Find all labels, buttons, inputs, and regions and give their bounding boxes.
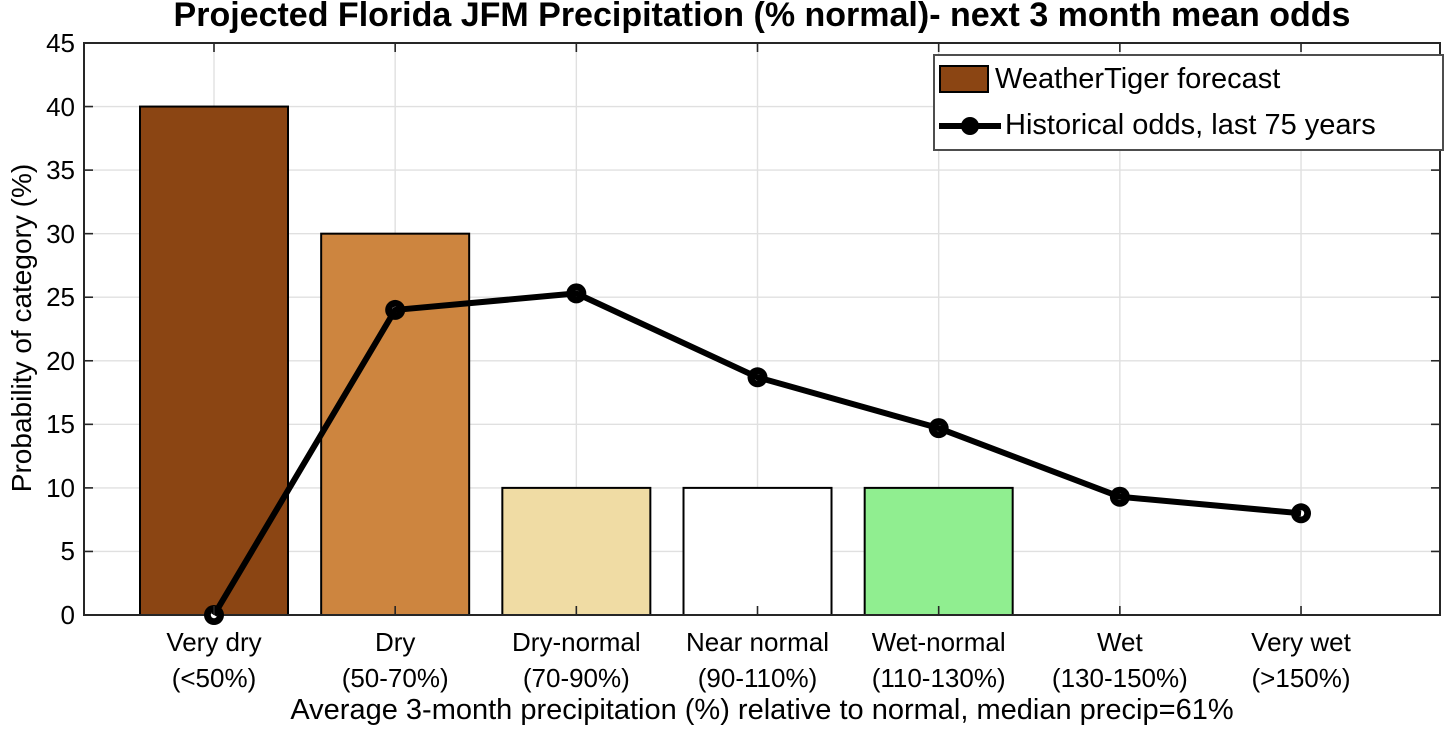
legend-label-forecast: WeatherTiger forecast <box>995 62 1281 95</box>
bar-dry <box>320 232 471 617</box>
xtick-category-name: Near normal <box>685 627 830 657</box>
legend-label-historical: Historical odds, last 75 years <box>1005 109 1376 142</box>
xtick-category-range: (>150%) <box>1251 663 1351 693</box>
xtick-category-name: Wet <box>1096 627 1143 657</box>
xtick-label-wet: Wet (130-150%) <box>1005 624 1235 696</box>
ytick-label-40: 40 <box>46 91 75 122</box>
legend-entry-historical: Historical odds, last 75 years <box>935 103 1442 150</box>
historical-line <box>211 290 1302 617</box>
xtick-label-very-wet: Very wet (>150%) <box>1186 624 1416 696</box>
xtick-category-range: (130-150%) <box>1051 663 1188 693</box>
bar-dry-normal <box>501 486 652 616</box>
legend-entry-forecast: WeatherTiger forecast <box>935 56 1442 103</box>
xtick-category-name: Wet-normal <box>871 627 1006 657</box>
xtick-label-dry: Dry (50-70%) <box>280 624 510 696</box>
chart-title: Projected Florida JFM Precipitation (% n… <box>173 0 1351 34</box>
xtick-category-range: (90-110%) <box>697 663 818 693</box>
xtick-label-near-normal: Near normal (90-110%) <box>643 624 873 696</box>
x-axis-label: Average 3-month precipitation (%) relati… <box>290 694 1234 726</box>
xtick-category-name: Dry-normal <box>512 627 641 657</box>
ytick-label-45: 45 <box>46 28 75 58</box>
ytick-label-20: 20 <box>46 345 75 376</box>
legend-bar-swatch <box>939 65 989 94</box>
ytick-label-5: 5 <box>60 536 75 567</box>
legend-marker-icon <box>961 116 979 135</box>
xtick-label-very-dry: Very dry (<50%) <box>99 624 329 696</box>
xtick-label-dry-normal: Dry-normal (70-90%) <box>461 624 691 696</box>
bar-near-normal <box>682 486 833 616</box>
ytick-label-10: 10 <box>46 472 75 503</box>
ytick-label-30: 30 <box>46 218 75 249</box>
xtick-category-name: Very dry <box>166 627 262 657</box>
ytick-label-25: 25 <box>46 282 75 313</box>
xtick-category-range: (70-90%) <box>522 663 630 693</box>
ytick-label-0: 0 <box>60 600 75 630</box>
axes-box <box>83 42 1441 616</box>
xtick-category-range: (110-130%) <box>871 663 1006 693</box>
legend-line-marker-swatch <box>939 112 1001 140</box>
ytick-label-35: 35 <box>46 155 75 186</box>
xtick-category-range: (50-70%) <box>341 663 449 693</box>
y-axis-label: Probability of category (%) <box>6 163 37 493</box>
bar-very-dry <box>139 105 289 617</box>
bar-wet-normal <box>863 486 1014 616</box>
ytick-label-15: 15 <box>46 409 75 440</box>
xtick-category-range: (<50%) <box>171 663 257 693</box>
xtick-category-name: Very wet <box>1251 627 1351 657</box>
xtick-label-wet-normal: Wet-normal (110-130%) <box>824 624 1054 696</box>
xtick-category-name: Dry <box>374 627 416 657</box>
legend: WeatherTiger forecast Historical odds, l… <box>933 54 1444 151</box>
